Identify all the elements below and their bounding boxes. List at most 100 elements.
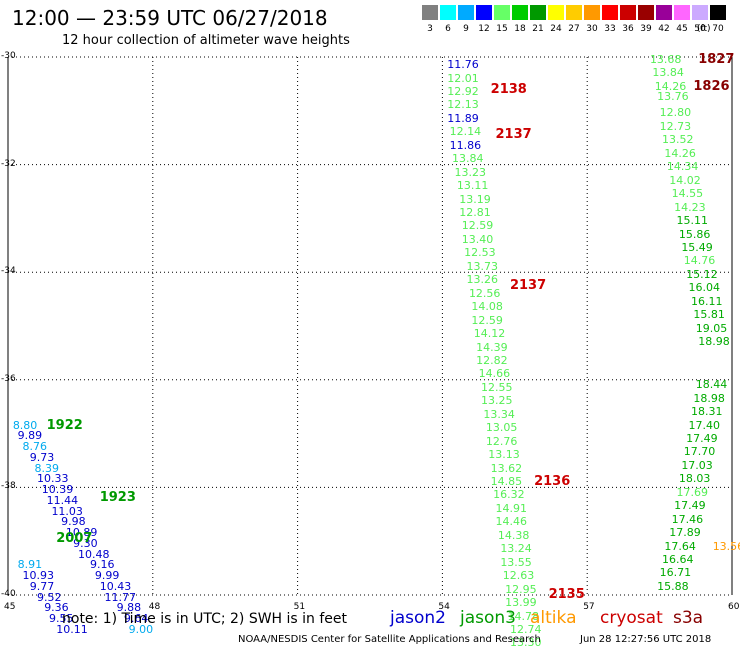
wave-height-value: 13.24 bbox=[500, 542, 532, 556]
wave-height-value: 8.80 bbox=[12, 418, 38, 432]
pass-number-label: 2136 bbox=[534, 474, 571, 490]
wave-height-value: 17.40 bbox=[688, 418, 721, 432]
wave-height-value: 9.77 bbox=[29, 579, 55, 593]
wave-height-value: 15.11 bbox=[676, 214, 708, 228]
wave-height-value: 18.98 bbox=[698, 335, 730, 349]
wave-height-value: 9.52 bbox=[36, 590, 62, 604]
legend-swatch bbox=[710, 5, 726, 20]
wave-height-value: 11.77 bbox=[104, 590, 137, 604]
latitude-tick-label: -30 bbox=[1, 51, 16, 61]
latitude-tick-label: -40 bbox=[1, 589, 16, 599]
legend-level-label: 18 bbox=[514, 24, 526, 34]
wave-height-value: 8.91 bbox=[17, 558, 43, 572]
wave-height-value: 12.56 bbox=[468, 286, 501, 300]
wave-height-value: 15.49 bbox=[681, 240, 713, 254]
wave-height-value: 12.81 bbox=[459, 206, 491, 220]
wave-height-value: 12.82 bbox=[476, 353, 508, 367]
legend-level-label: 12 bbox=[478, 24, 490, 34]
legend-level-label: 24 bbox=[550, 24, 562, 34]
wave-height-value: 13.40 bbox=[461, 232, 494, 246]
pass-number-label: 2007 bbox=[56, 530, 93, 546]
legend-swatch bbox=[602, 5, 618, 20]
wave-height-value: 13.13 bbox=[488, 448, 520, 462]
legend-unit: (ft) bbox=[697, 24, 711, 34]
wave-height-value: 12.55 bbox=[481, 380, 513, 394]
legend-swatch bbox=[656, 5, 672, 20]
wave-height-value: 19.05 bbox=[695, 321, 728, 335]
wave-height-value: 8.76 bbox=[22, 440, 47, 454]
wave-height-value: 14.38 bbox=[497, 528, 530, 542]
wave-height-value: 12.80 bbox=[659, 106, 692, 120]
longitude-tick-label: 45 bbox=[4, 602, 16, 612]
wave-height-value: 18.98 bbox=[693, 391, 725, 405]
wave-height-value: 17.46 bbox=[671, 512, 704, 526]
longitude-tick-label: 57 bbox=[583, 602, 595, 612]
wave-height-value: 17.70 bbox=[683, 445, 716, 459]
legend-level-label: 33 bbox=[604, 24, 616, 34]
wave-height-value: 13.76 bbox=[657, 90, 689, 104]
wave-height-value: 14.78 bbox=[507, 609, 540, 623]
wave-height-value: 13.84 bbox=[652, 66, 684, 80]
wave-height-value: 17.03 bbox=[681, 458, 713, 472]
legend-level-label: 36 bbox=[622, 24, 634, 34]
wave-height-value: 10.93 bbox=[22, 569, 54, 583]
wave-height-value: 17.64 bbox=[664, 539, 696, 553]
legend-swatch bbox=[494, 5, 510, 20]
wave-height-value: 17.49 bbox=[686, 431, 718, 445]
wave-height-value: 12.53 bbox=[464, 246, 496, 260]
wave-height-value: 14.39 bbox=[476, 340, 508, 354]
latitude-tick-label: -34 bbox=[1, 266, 16, 277]
longitude-tick-label: 48 bbox=[148, 602, 161, 612]
wave-height-value: 12.76 bbox=[485, 434, 518, 448]
legend-swatch bbox=[620, 5, 636, 20]
wave-height-value: 9.88 bbox=[116, 601, 142, 615]
map-title: 12:00 — 23:59 UTC 06/27/2018 bbox=[12, 6, 328, 30]
wave-height-value: 13.25 bbox=[481, 394, 513, 408]
wave-height-value: 12.01 bbox=[447, 71, 479, 85]
wave-height-value: 14.12 bbox=[473, 327, 506, 341]
legend-level-label: 30 bbox=[586, 24, 598, 34]
wave-height-value: 13.99 bbox=[505, 596, 537, 610]
wave-height-value: 10.11 bbox=[56, 622, 88, 636]
legend-swatch bbox=[638, 5, 654, 20]
wave-height-value: 11.89 bbox=[447, 111, 479, 125]
wave-height-value: 10.39 bbox=[41, 483, 74, 497]
wave-height-value: 14.26 bbox=[654, 79, 687, 93]
wave-height-value: 15.86 bbox=[678, 227, 711, 241]
legend-swatch bbox=[584, 5, 600, 20]
legend-level-label: 3 bbox=[427, 24, 433, 34]
pass-number-label: 1922 bbox=[46, 417, 83, 433]
wave-height-value: 13.68 bbox=[649, 52, 682, 66]
satellite-legend-altika: altika bbox=[530, 608, 577, 628]
wave-height-value: 9.30 bbox=[73, 536, 98, 550]
credit-line: NOAA/NESDIS Center for Satellite Applica… bbox=[238, 634, 541, 645]
wave-height-value: 13.56 bbox=[712, 539, 740, 553]
longitude-tick-label: 51 bbox=[293, 602, 306, 612]
wave-height-value: 14.91 bbox=[495, 501, 527, 515]
wave-height-value: 9.00 bbox=[128, 622, 154, 636]
map-subtitle: 12 hour collection of altimeter wave hei… bbox=[62, 33, 350, 48]
wave-height-value: 18.44 bbox=[695, 378, 728, 392]
legend-level-label: 27 bbox=[568, 24, 580, 34]
wave-height-value: 13.11 bbox=[456, 179, 489, 193]
satellite-legend-jason3: jason3 bbox=[460, 608, 516, 628]
wave-height-value: 9.64 bbox=[123, 612, 149, 626]
legend-swatch bbox=[674, 5, 690, 20]
wave-height-value: 15.88 bbox=[657, 579, 689, 593]
wave-height-value: 13.62 bbox=[490, 461, 523, 475]
wave-height-value: 9.55 bbox=[49, 612, 74, 626]
wave-height-value: 16.64 bbox=[662, 553, 694, 567]
legend-level-label: 6 bbox=[445, 24, 451, 34]
satellite-legend-cryosat: cryosat bbox=[600, 608, 663, 628]
wave-height-value: 17.49 bbox=[674, 499, 706, 513]
legend-swatch bbox=[422, 5, 438, 20]
wave-height-value: 14.23 bbox=[674, 200, 706, 214]
wave-height-value: 13.05 bbox=[485, 421, 518, 435]
longitude-tick-label: 54 bbox=[438, 602, 450, 612]
wave-height-value: 11.76 bbox=[447, 58, 479, 72]
legend-swatch bbox=[692, 5, 708, 20]
legend-swatch bbox=[566, 5, 582, 20]
wave-height-value: 12.14 bbox=[449, 125, 482, 139]
wave-height-value: 10.48 bbox=[77, 547, 110, 561]
wave-height-value: 12.95 bbox=[505, 582, 537, 596]
